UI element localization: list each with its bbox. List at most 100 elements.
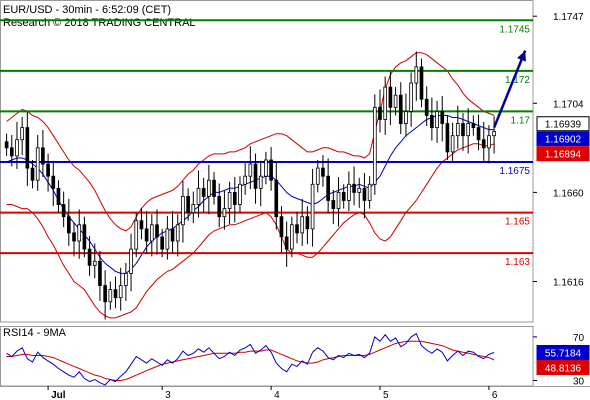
candle-body xyxy=(72,232,76,242)
candle-body xyxy=(476,127,481,141)
forecast-arrow-head xyxy=(517,50,526,62)
candle-body xyxy=(186,196,190,214)
candle-body xyxy=(175,224,180,242)
bollinger-upper-band xyxy=(6,52,495,232)
candle-body xyxy=(424,98,429,116)
candle-body xyxy=(258,175,263,189)
candle-body xyxy=(67,216,71,234)
candle-body xyxy=(196,187,201,205)
x-tick-label: 5 xyxy=(383,390,389,400)
price-panel: 1.1747 1.1704 1.1660 1.1616 1.1745 1.172 1.17 1… xyxy=(0,0,590,323)
price-tag-box xyxy=(536,146,590,162)
candle-body xyxy=(134,220,139,250)
candle-body xyxy=(310,183,315,230)
candle-body xyxy=(212,179,216,197)
y-tick-label: 1.1616 xyxy=(553,277,584,288)
candle-body xyxy=(461,123,465,137)
candle-body xyxy=(393,94,398,108)
price-tag-label: 1.16894 xyxy=(545,150,582,161)
candle-body xyxy=(248,163,253,177)
candle-body xyxy=(129,248,133,274)
candle-body xyxy=(155,224,159,238)
candle-body xyxy=(41,147,45,165)
x-tick-label: 4 xyxy=(274,390,280,400)
candle-body xyxy=(430,115,434,128)
candle-body xyxy=(103,285,107,303)
candle-body xyxy=(165,228,170,250)
candle-body xyxy=(471,123,476,128)
rsi-label: RSI14 - 9MA xyxy=(3,327,67,339)
candle-body xyxy=(113,289,118,299)
candle-body xyxy=(264,159,268,177)
candle-body xyxy=(25,127,30,169)
candle-body xyxy=(144,228,149,242)
candle-body xyxy=(92,260,97,266)
rsi-line xyxy=(6,332,495,386)
resistance-level-label: 1.17 xyxy=(511,115,531,126)
candle-body xyxy=(378,106,382,120)
price-tag-box xyxy=(536,116,590,132)
pivot-level-label: 1.1675 xyxy=(499,166,530,177)
candle-body xyxy=(336,191,341,209)
candle-body xyxy=(98,260,102,286)
rsi-tick-label: 70 xyxy=(573,333,585,344)
x-tick-label: 6 xyxy=(492,390,498,400)
moving-average-line xyxy=(6,114,495,274)
candle-body xyxy=(207,179,211,197)
candle-body xyxy=(295,224,299,234)
candle-body xyxy=(4,141,9,149)
rsi-value-tag-box xyxy=(536,344,590,360)
candle-body xyxy=(445,123,450,153)
candle-body xyxy=(383,86,388,120)
candle-body xyxy=(435,110,439,128)
candle-body xyxy=(149,224,154,242)
candle-body xyxy=(243,175,247,185)
candle-body xyxy=(51,175,56,189)
candle-body xyxy=(305,216,310,230)
candle-body xyxy=(419,66,424,100)
candle-body xyxy=(326,175,330,201)
bollinger-lower-band xyxy=(6,143,495,319)
candle-body xyxy=(362,187,367,201)
candle-body xyxy=(253,163,258,189)
rsi-panel: RSI14 - 9MA Jul 3 4 5 6 70 30 55.7184 48.8136 xyxy=(0,326,590,400)
rsi-tick-label: 30 xyxy=(573,377,585,388)
candle-body xyxy=(388,86,393,108)
candle-body xyxy=(82,224,87,250)
candle-body xyxy=(35,147,40,181)
candle-body xyxy=(300,216,305,234)
candle-body xyxy=(20,127,24,141)
candle-body xyxy=(170,228,175,242)
candle-body xyxy=(46,163,50,177)
candle-body xyxy=(222,208,227,218)
candle-body xyxy=(492,131,496,137)
candle-body xyxy=(227,191,232,209)
y-tick-label: 1.1704 xyxy=(553,99,584,110)
candle-body xyxy=(315,167,320,185)
chart-title: EUR/USD - 30min - 6:52:09 (CET) xyxy=(3,4,172,16)
price-tag-label: 1.16902 xyxy=(545,135,582,146)
candle-body xyxy=(30,167,35,181)
support-level-label: 1.163 xyxy=(505,257,530,268)
candle-body xyxy=(450,135,455,153)
candle-body xyxy=(367,183,372,201)
resistance-level-label: 1.172 xyxy=(505,75,530,86)
candle-body xyxy=(341,191,346,201)
candle-body xyxy=(124,272,128,286)
candle-body xyxy=(290,224,294,250)
candle-body xyxy=(56,187,61,205)
price-tag-box xyxy=(536,131,590,147)
resistance-level-label: 1.1745 xyxy=(499,24,530,35)
candle-body xyxy=(77,224,82,242)
rsi-ma-line xyxy=(6,340,495,381)
y-tick-label: 1.1660 xyxy=(553,188,584,199)
candle-body xyxy=(9,147,14,157)
candle-body xyxy=(352,183,356,193)
candle-body xyxy=(269,159,273,181)
candle-body xyxy=(279,216,284,238)
rsi-value-tag-label: 48.8136 xyxy=(545,363,582,374)
candle-body xyxy=(398,94,403,124)
candle-body xyxy=(238,183,242,205)
candle-body xyxy=(372,106,377,185)
